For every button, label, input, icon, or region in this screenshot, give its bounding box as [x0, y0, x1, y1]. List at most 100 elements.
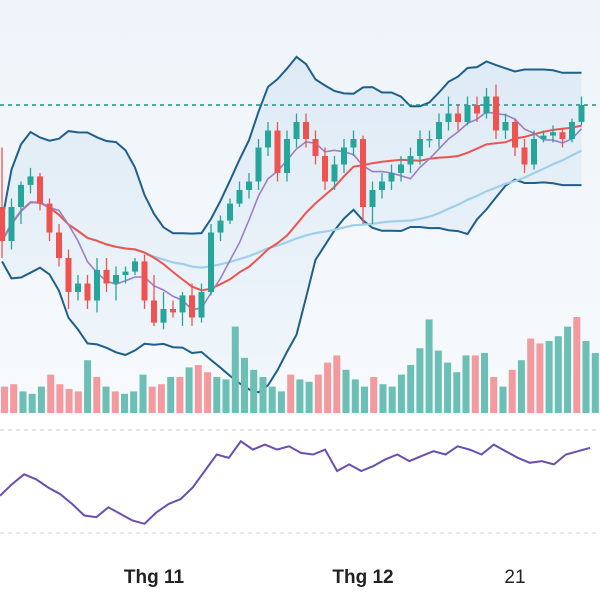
candle: [56, 224, 62, 267]
volume-bar: [536, 343, 544, 413]
candle: [436, 113, 442, 148]
candle: [426, 130, 433, 148]
candle: [113, 266, 119, 301]
candle: [493, 84, 499, 139]
volume-bar: [333, 355, 341, 413]
candle-body: [236, 190, 243, 204]
volume-bar: [176, 377, 184, 413]
volume-bar: [462, 355, 470, 413]
candle-body: [426, 139, 433, 141]
candle-body: [407, 156, 414, 165]
volume-bar: [416, 348, 424, 413]
candle-body: [75, 283, 81, 292]
candle: [122, 266, 129, 284]
volume-bar: [434, 350, 442, 413]
x-tick-label: 21: [504, 567, 525, 588]
volume-bar: [296, 379, 304, 413]
volume-bar: [74, 391, 82, 413]
volume-bar: [65, 389, 73, 413]
volume-bar: [194, 365, 202, 413]
candle-body: [512, 122, 518, 148]
bollinger-band-area: [2, 56, 582, 393]
volume-bar: [342, 369, 350, 413]
volume-bar: [388, 386, 396, 413]
candle: [331, 156, 338, 190]
candle-body: [170, 309, 176, 313]
candle: [445, 96, 452, 131]
volume-bar: [10, 384, 18, 413]
candle: [103, 258, 110, 292]
candle: [303, 113, 309, 148]
candle-body: [312, 139, 319, 156]
candle-body: [341, 147, 347, 165]
volume-bar: [314, 374, 322, 413]
volume-bar: [268, 386, 276, 413]
volume-bar: [47, 374, 55, 413]
candle-body: [160, 309, 167, 323]
rsi-line: [0, 439, 591, 525]
volume-bar: [564, 326, 572, 413]
candle-body: [179, 295, 186, 313]
candle: [75, 275, 81, 301]
volume-bars[interactable]: [1, 317, 599, 413]
candle: [569, 118, 575, 143]
candle-body: [84, 283, 91, 301]
candle-body: [388, 173, 395, 182]
candle: [550, 125, 556, 143]
candle-body: [227, 203, 233, 221]
candle: [464, 96, 471, 126]
candle-body: [274, 130, 281, 173]
candle: [369, 181, 376, 224]
candle: [341, 139, 347, 173]
ma-slow-line: [1, 124, 582, 292]
volume-bar: [185, 367, 193, 413]
volume-bar: [582, 341, 590, 413]
candle: [388, 164, 395, 190]
candle-body: [208, 232, 214, 292]
volume-bar: [407, 365, 415, 413]
rsi-polyline: [0, 439, 591, 525]
bollinger-upper: [1, 55, 582, 235]
volume-bar: [231, 326, 239, 413]
candle: [322, 147, 328, 190]
volume-bar: [259, 377, 267, 413]
volume-bar: [287, 374, 295, 413]
candle-body: [122, 271, 129, 275]
candle: [94, 258, 100, 313]
candle: [217, 215, 224, 241]
candle-body: [578, 105, 585, 122]
candle-body: [464, 105, 471, 122]
candle: [151, 275, 157, 326]
volume-bar: [508, 369, 516, 413]
candle-body: [531, 139, 537, 165]
candle: [483, 88, 490, 119]
candle: [189, 283, 195, 326]
candle-body: [141, 261, 148, 301]
volume-bar: [379, 384, 387, 413]
candle: [521, 139, 528, 173]
candle-body: [322, 156, 328, 182]
candle: [559, 128, 566, 148]
x-axis: Thg 11 Thg 12 21: [124, 567, 526, 588]
candle: [417, 130, 423, 165]
bollinger-lower: [1, 178, 582, 394]
candle-body: [293, 122, 300, 139]
volume-bar: [56, 384, 64, 413]
candle: [27, 167, 34, 194]
candle-body: [559, 132, 566, 139]
candle-body: [103, 269, 110, 284]
volume-bar: [93, 377, 101, 413]
candle-body: [303, 122, 309, 139]
candle: [46, 198, 53, 241]
candlesticks[interactable]: [0, 84, 585, 330]
volume-bar: [545, 341, 553, 413]
candle: [227, 198, 233, 224]
candle-body: [8, 207, 15, 241]
candle-body: [540, 135, 547, 139]
candle: [18, 181, 24, 224]
candle-body: [255, 147, 262, 182]
candle: [132, 258, 138, 275]
volume-bar: [204, 372, 212, 413]
